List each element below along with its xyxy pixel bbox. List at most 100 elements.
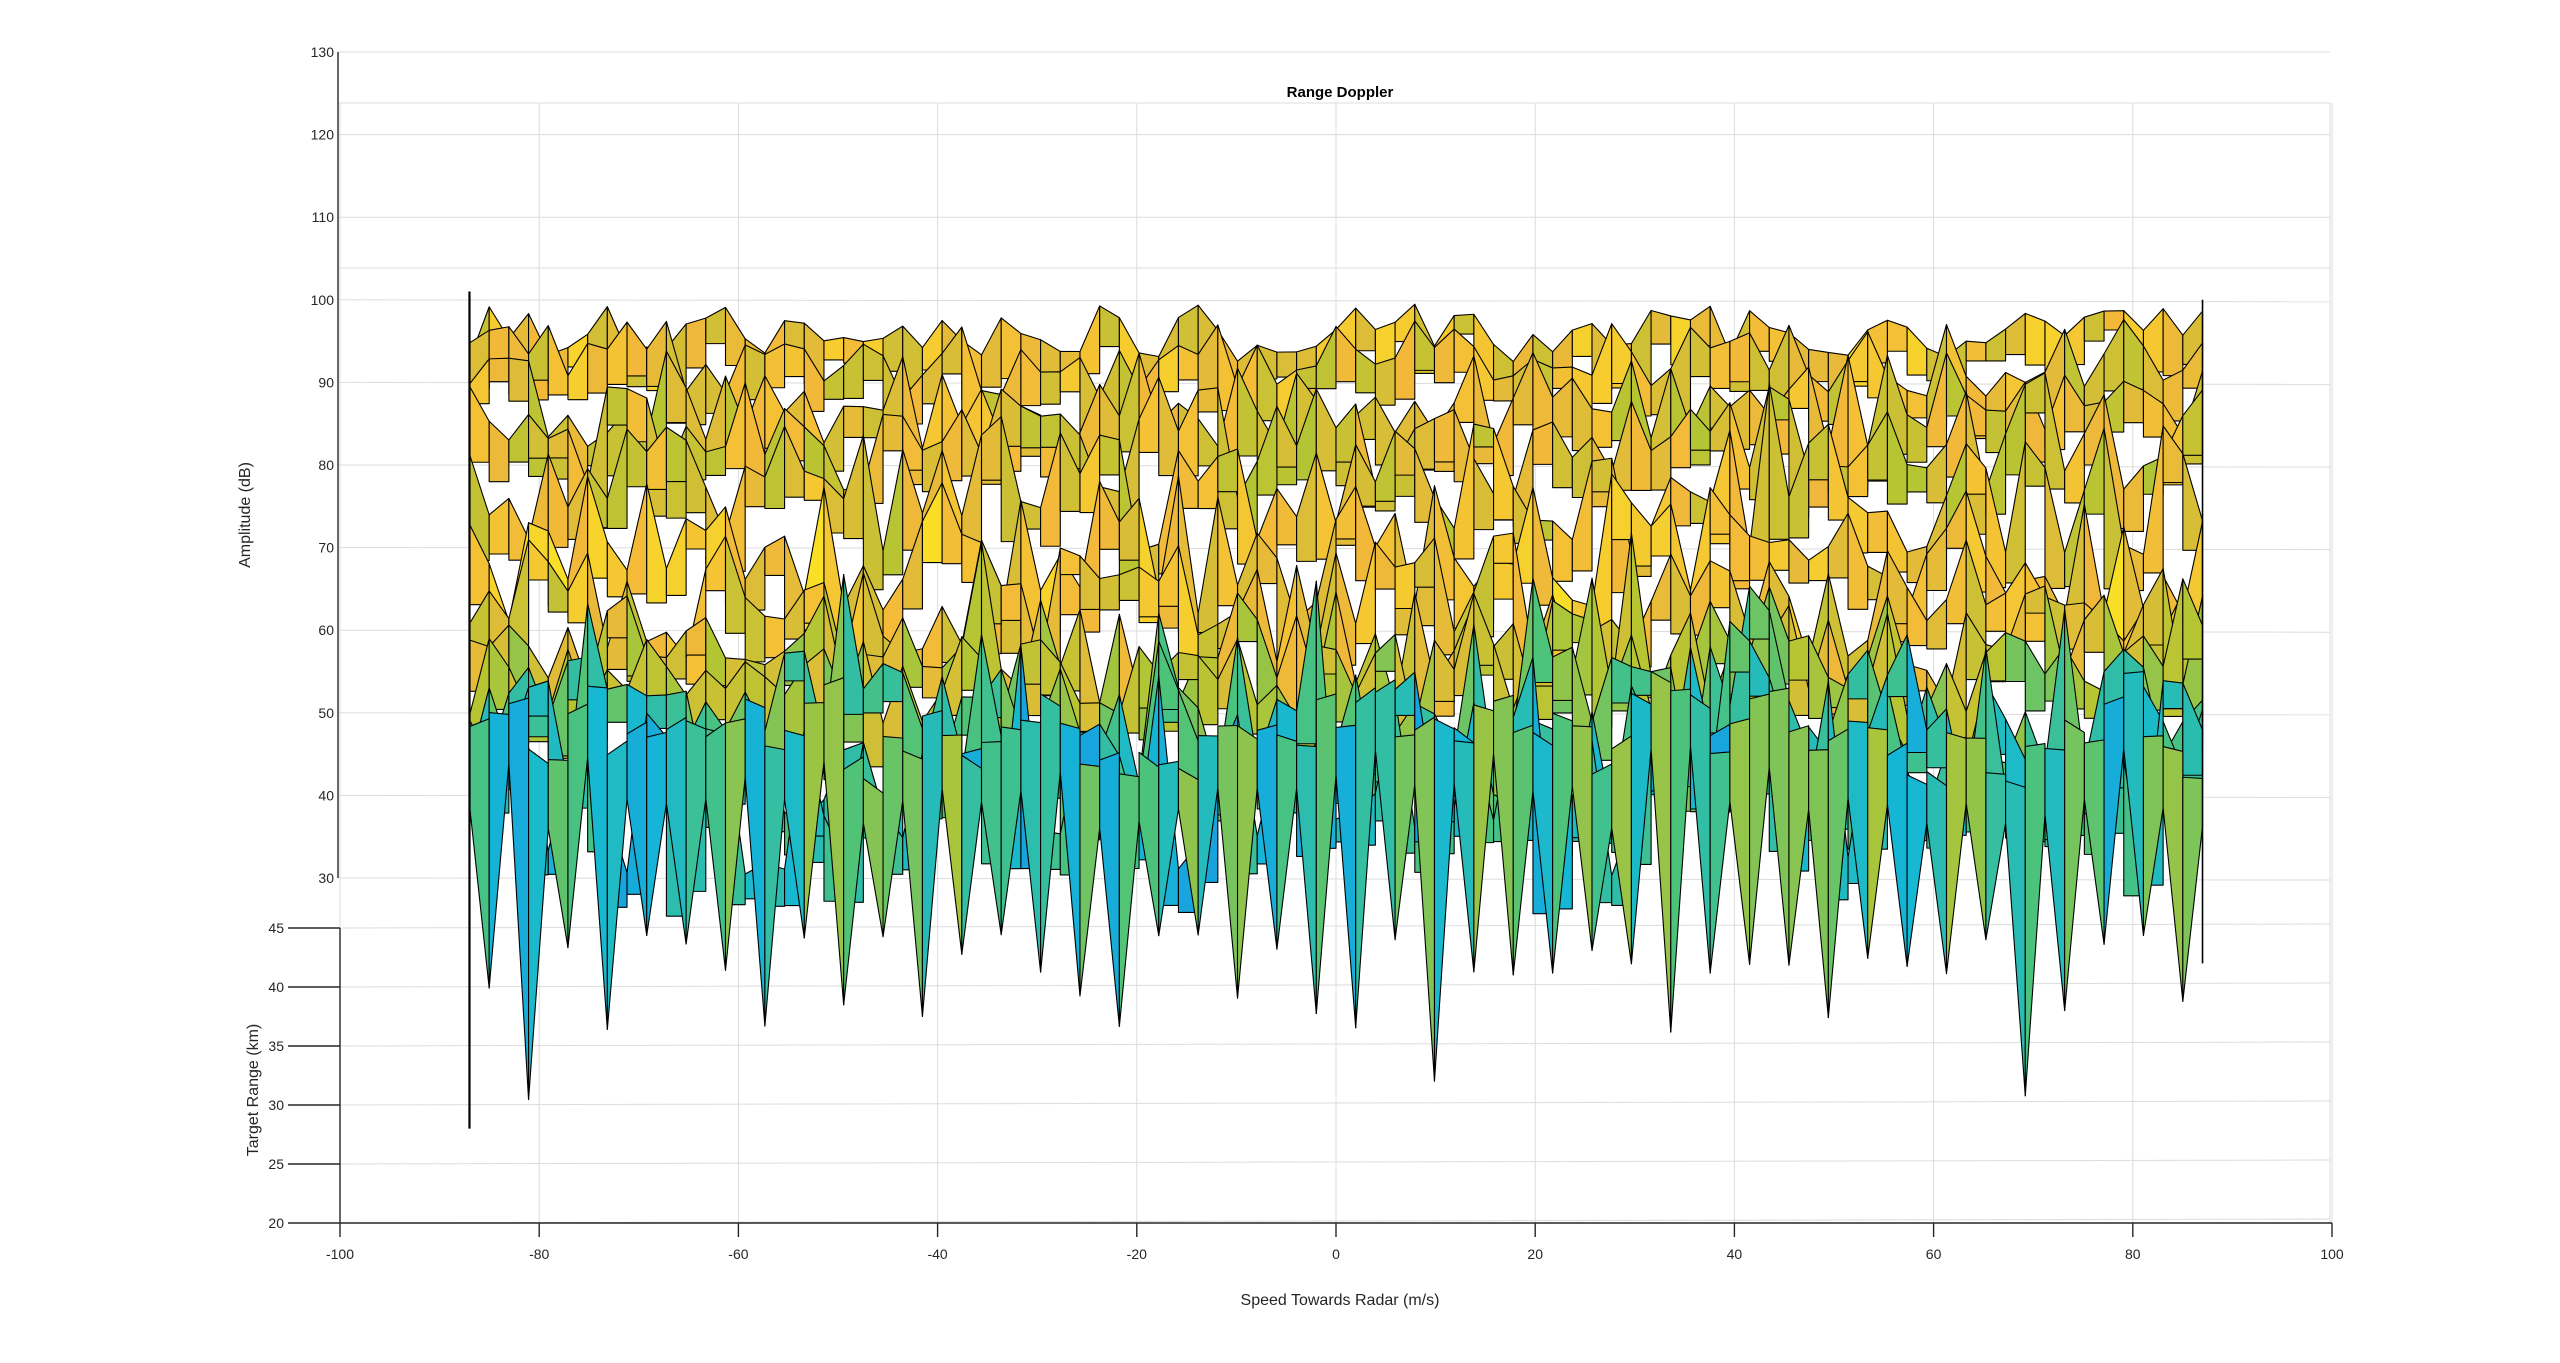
surface-facet	[1177, 651, 1199, 681]
surface-facet	[1729, 514, 1751, 582]
surface-facet	[685, 518, 707, 550]
surface-facet	[1926, 598, 1948, 650]
y-tick-label: 30	[268, 1097, 284, 1113]
x-tick-label: -60	[728, 1246, 748, 1262]
surface-front-facet	[1670, 688, 1692, 1033]
surface-facet	[508, 357, 530, 402]
surface-facet	[2064, 432, 2085, 504]
surface-front-facet	[1926, 771, 1948, 975]
surface-facet	[1985, 328, 2007, 362]
surface-front-facet	[1729, 718, 1751, 965]
x-tick-label: -20	[1127, 1246, 1147, 1262]
surface-facet	[764, 535, 786, 576]
z-axis-label: Amplitude (dB)	[237, 462, 254, 568]
surface-front-facet	[646, 731, 667, 936]
surface-facet	[488, 420, 510, 483]
surface-facet	[646, 483, 667, 604]
y-grid-line	[337, 1100, 2331, 1106]
surface-front-facet	[468, 718, 490, 989]
surface-facet	[1729, 332, 1751, 383]
surface-front-facet	[1709, 751, 1731, 974]
surface-facet	[921, 605, 943, 672]
surface-facet	[1650, 309, 1672, 345]
surface-facet	[1532, 421, 1554, 465]
surface-facet	[1040, 371, 1061, 405]
surface-facet	[1985, 467, 2007, 589]
surface-front-facet	[1906, 774, 1928, 967]
surface-front-facet	[1453, 740, 1475, 973]
surface-front-facet	[1689, 694, 1711, 974]
surface-facet	[1276, 488, 1298, 546]
x-tick-label: 80	[2125, 1246, 2141, 1262]
surface-facet	[1197, 496, 1219, 634]
surface-facet	[1197, 654, 1219, 726]
surface-facet	[1886, 319, 1908, 352]
surface-facet	[2142, 568, 2164, 646]
surface-facet	[1906, 463, 1928, 493]
surface-front-facet	[941, 734, 963, 955]
surface-facet	[2024, 312, 2046, 366]
surface-facet	[1433, 639, 1455, 703]
surface-front-facet	[1079, 763, 1101, 997]
surface-facet	[1808, 546, 1829, 582]
surface-facet	[1040, 432, 1061, 547]
surface-facet	[488, 357, 510, 383]
surface-front-facet	[1611, 735, 1632, 965]
surface-front-facet	[1945, 732, 1967, 975]
x-tick-label: -100	[326, 1246, 354, 1262]
surface-facet	[2083, 310, 2105, 342]
x-tick-label: 40	[1727, 1246, 1743, 1262]
z-tick-label: 90	[318, 374, 334, 390]
x-axis-label: Speed Towards Radar (m/s)	[1241, 1292, 1440, 1309]
surface-facet	[882, 413, 904, 452]
surface-facet	[1197, 418, 1219, 467]
surface-facet	[1867, 510, 1888, 554]
surface-facet	[1552, 646, 1573, 701]
surface-facet	[1355, 307, 1376, 352]
surface-facet	[1197, 387, 1219, 413]
surface-front-facet	[1276, 734, 1298, 950]
surface-facet	[1453, 423, 1475, 560]
surface-facet	[1492, 532, 1514, 564]
surface-facet	[1886, 411, 1908, 505]
surface-front-facet	[1217, 724, 1239, 999]
y-tick-label: 20	[268, 1215, 284, 1231]
surface-facet	[1827, 512, 1849, 579]
surface-facet	[705, 306, 727, 345]
surface-facet	[1296, 452, 1317, 562]
surface-facet	[2005, 312, 2026, 356]
surface-front-facet	[724, 718, 746, 971]
surface-front-facet	[2064, 719, 2085, 1012]
z-tick-label: 60	[318, 622, 334, 638]
x-tick-label: -40	[927, 1246, 947, 1262]
surface-facet	[2182, 389, 2204, 456]
surface-facet	[606, 428, 628, 530]
surface-front-facet	[2162, 745, 2184, 1002]
z-tick-label: 40	[318, 787, 334, 803]
surface-facet	[2024, 372, 2046, 414]
surface-front-facet	[1118, 773, 1140, 1027]
surface-facet	[606, 541, 628, 598]
surface-facet	[1906, 326, 1928, 376]
surface-facet	[508, 413, 530, 463]
surface-front-facet	[744, 698, 766, 1027]
surface-front-facet	[1650, 671, 1672, 1033]
surface-front-facet	[961, 754, 983, 955]
surface-facet	[606, 683, 628, 723]
surface-facet	[606, 595, 628, 639]
y-grid-line	[337, 1159, 2331, 1165]
surface-facet	[1492, 560, 1514, 600]
surface-facet	[1000, 583, 1022, 622]
surface-facet	[1552, 520, 1573, 582]
surface-front-facet	[1414, 716, 1436, 1082]
surface-facet	[764, 615, 786, 659]
surface-facet	[1591, 457, 1613, 493]
surface-facet	[1630, 666, 1652, 696]
surface-facet	[823, 336, 845, 361]
surface-facet	[1571, 323, 1593, 357]
y-axis-ticks: 20 25 30 35 40 45	[268, 920, 340, 1231]
surface-facet	[843, 573, 864, 715]
surface-facet	[1926, 443, 1948, 504]
z-tick-label: 120	[311, 127, 335, 143]
